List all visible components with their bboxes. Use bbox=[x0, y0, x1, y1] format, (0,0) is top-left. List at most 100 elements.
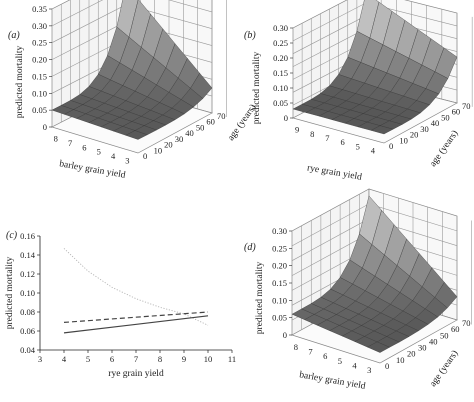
y-tick-label: 50 bbox=[196, 122, 205, 132]
z-tick-label: 0.15 bbox=[273, 68, 288, 78]
y-tick-label: 40 bbox=[185, 128, 194, 138]
x-axis-label: rye grain yield bbox=[306, 163, 363, 183]
panel-c: 3 4 5 6 7 8 9 10 11 0.04 0.06 0.08 0.10 0.12 0.14 0.16 r… bbox=[5, 230, 236, 379]
x-tick-label: 4 bbox=[62, 354, 67, 364]
x-tick-label: 8 bbox=[310, 129, 314, 139]
y-tick-label: 60 bbox=[452, 107, 461, 117]
x-tick-label: 5 bbox=[86, 354, 90, 364]
y-tick-label: 0.04 bbox=[20, 345, 36, 355]
z-tick-label: 0 bbox=[43, 122, 47, 132]
panel-a: 00.050.100.150.200.250.300.358 7 6 5 4 3 01020… bbox=[8, 0, 258, 181]
x-tick-label: 4 bbox=[371, 146, 376, 156]
panel-b: 00.050.100.150.200.250.309 8 7 6 5 4 010203040… bbox=[244, 0, 473, 183]
x-tick-label: 6 bbox=[110, 354, 114, 364]
z-tick-label: 0.10 bbox=[32, 88, 47, 98]
z-tick-label: 0.05 bbox=[272, 313, 287, 323]
z-tick-label: 0.30 bbox=[273, 23, 288, 33]
x-axis-label: rye grain yield bbox=[108, 369, 164, 379]
z-tick-label: 0.20 bbox=[273, 53, 288, 63]
y-tick-label: 70 bbox=[217, 111, 226, 121]
x-tick-label: 6 bbox=[340, 137, 344, 147]
y-tick-label: 60 bbox=[451, 324, 460, 334]
x-tick-label: 7 bbox=[325, 133, 329, 143]
x-tick-label: 7 bbox=[134, 354, 138, 364]
x-tick-label: 6 bbox=[82, 142, 86, 152]
z-tick-label: 0.05 bbox=[32, 105, 47, 115]
z-tick-label: 0.35 bbox=[32, 4, 47, 14]
y-tick-label: 10 bbox=[399, 135, 408, 145]
y-tick-label: 40 bbox=[429, 336, 438, 346]
series-line-solid bbox=[63, 315, 209, 334]
y-axis-label: age (years) bbox=[427, 128, 460, 169]
y-tick-label: 50 bbox=[440, 330, 449, 340]
z-axis-label: predicted mortality bbox=[15, 45, 25, 118]
z-tick-label: 0.15 bbox=[32, 71, 47, 81]
y-tick-label: 0.10 bbox=[20, 288, 35, 298]
y-tick-label: 30 bbox=[418, 343, 427, 353]
y-tick-label: 0.12 bbox=[20, 269, 35, 279]
z-tick-label: 0 bbox=[283, 330, 287, 340]
z-axis-label: predicted mortality bbox=[255, 261, 265, 334]
x-tick-label: 8 bbox=[54, 134, 58, 144]
x-tick-label: 3 bbox=[125, 155, 129, 165]
x-tick-label: 7 bbox=[308, 347, 312, 357]
x-tick-label: 11 bbox=[228, 354, 236, 364]
z-tick-label: 0.30 bbox=[32, 21, 47, 31]
panel-label: (c) bbox=[6, 230, 18, 241]
z-tick-label: 0.25 bbox=[32, 38, 47, 48]
y-tick-label: 70 bbox=[462, 101, 471, 111]
x-tick-label: 3 bbox=[38, 354, 42, 364]
x-tick-label: 4 bbox=[111, 151, 116, 161]
y-tick-label: 20 bbox=[407, 349, 416, 359]
z-tick-label: 0.20 bbox=[32, 55, 47, 65]
y-tick-label: 20 bbox=[410, 130, 419, 140]
z-tick-label: 0.20 bbox=[272, 261, 287, 271]
x-tick-label: 9 bbox=[182, 354, 186, 364]
panel-d: 00.050.100.150.200.250.308 7 6 5 4 3 010203040… bbox=[244, 188, 472, 392]
x-tick-label: 8 bbox=[158, 354, 162, 364]
surface-patch bbox=[125, 130, 148, 140]
z-tick-label: 0.25 bbox=[273, 38, 288, 48]
y-tick-label: 20 bbox=[164, 140, 173, 150]
z-tick-label: 0.25 bbox=[272, 243, 287, 253]
y-axis-label: predicted mortality bbox=[5, 256, 15, 329]
y-tick-label: 30 bbox=[420, 124, 429, 134]
y-tick-label: 30 bbox=[175, 134, 184, 144]
y-tick-label: 50 bbox=[441, 112, 450, 122]
y-axis-label: age (years) bbox=[427, 348, 460, 389]
y-tick-label: 0.14 bbox=[20, 250, 36, 260]
y-tick-label: 40 bbox=[431, 118, 440, 128]
panel-label: (d) bbox=[244, 242, 256, 253]
z-tick-label: 0.30 bbox=[272, 226, 287, 236]
panel-label: (b) bbox=[244, 30, 256, 41]
z-tick-label: 0.10 bbox=[272, 295, 287, 305]
y-tick-label: 0.16 bbox=[20, 231, 35, 241]
series-line-dashed bbox=[63, 311, 209, 323]
x-tick-label: 9 bbox=[295, 125, 299, 135]
y-tick-label: 0 bbox=[389, 141, 393, 151]
x-tick-label: 8 bbox=[294, 342, 298, 352]
x-tick-label: 5 bbox=[338, 356, 342, 366]
x-axis-label: barley grain yield bbox=[298, 370, 366, 392]
y-tick-label: 0.06 bbox=[20, 326, 35, 336]
surface-patch bbox=[366, 341, 390, 353]
x-tick-label: 6 bbox=[323, 351, 327, 361]
x-tick-label: 5 bbox=[356, 141, 360, 151]
panel-label: (a) bbox=[8, 30, 20, 41]
x-tick-label: 4 bbox=[352, 361, 357, 371]
y-tick-label: 0.08 bbox=[20, 307, 35, 317]
y-tick-label: 0 bbox=[385, 361, 389, 371]
y-tick-label: 70 bbox=[462, 318, 471, 328]
x-tick-label: 10 bbox=[204, 354, 213, 364]
z-tick-label: 0.05 bbox=[273, 98, 288, 108]
surface-patch bbox=[370, 125, 394, 135]
z-tick-label: 0.15 bbox=[272, 278, 287, 288]
y-tick-label: 60 bbox=[206, 117, 215, 127]
y-tick-label: 10 bbox=[154, 145, 163, 155]
x-tick-label: 3 bbox=[367, 365, 371, 375]
x-tick-label: 5 bbox=[97, 147, 101, 157]
z-axis-label: predicted mortality bbox=[252, 51, 262, 124]
y-tick-label: 0 bbox=[143, 151, 147, 161]
x-axis-label: barley grain yield bbox=[58, 159, 126, 181]
x-tick-label: 7 bbox=[68, 138, 72, 148]
